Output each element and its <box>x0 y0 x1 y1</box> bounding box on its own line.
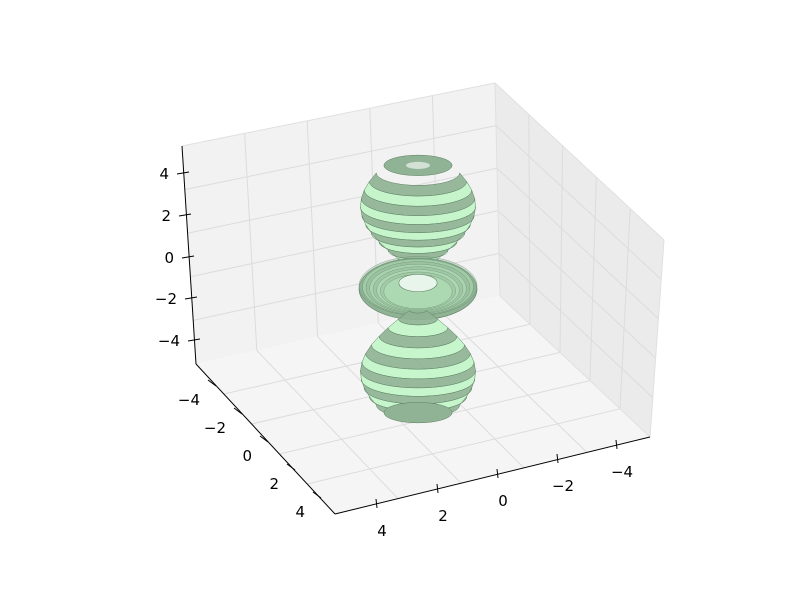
x-axis-line <box>334 436 651 515</box>
grid-line <box>187 167 498 234</box>
torus-hole <box>398 274 438 292</box>
x-tick-mark <box>496 468 499 479</box>
z-tick-label: −2 <box>155 290 177 308</box>
y-tick-mark <box>233 407 243 415</box>
x-tick-mark <box>436 483 439 494</box>
axis-lines <box>181 145 651 515</box>
z-tick-label: 4 <box>159 165 169 183</box>
side-pane <box>495 83 664 437</box>
grid-line <box>496 167 659 320</box>
pane-edge <box>649 239 665 438</box>
y-tick-label: 4 <box>295 503 305 521</box>
surface-plot <box>358 154 478 424</box>
grid-line <box>184 125 497 191</box>
lower-lobe-cap <box>383 402 453 424</box>
pane-edge <box>499 295 651 438</box>
grid-line <box>497 210 656 359</box>
y-tick-label: −4 <box>178 391 200 409</box>
grid-line <box>438 309 588 453</box>
pane-edge <box>181 82 496 147</box>
z-tick-label: 0 <box>164 249 174 267</box>
grid-line <box>559 145 564 353</box>
grid-line <box>256 350 399 499</box>
z-tick-mark <box>176 171 190 175</box>
grid-line <box>244 133 258 351</box>
x-tick-label: 4 <box>377 522 387 540</box>
z-tick-label: 2 <box>161 207 171 225</box>
grid-line <box>306 120 319 337</box>
x-tick-mark <box>375 498 378 509</box>
y-tick-mark <box>259 435 269 443</box>
z-tick-mark <box>181 255 195 259</box>
x-tick-label: −2 <box>552 477 574 495</box>
x-tick-mark <box>615 439 618 450</box>
y-tick-label: −2 <box>204 419 226 437</box>
x-tick-mark <box>556 453 559 464</box>
z-tick-mark <box>178 213 192 217</box>
pane-edge <box>494 82 501 297</box>
x-tick-label: 2 <box>438 507 448 525</box>
y-tick-mark <box>286 463 296 471</box>
y-tick-label: 2 <box>269 475 279 493</box>
x-tick-label: 0 <box>498 492 508 510</box>
z-tick-mark <box>187 338 201 342</box>
grid-line <box>498 253 654 398</box>
y-tick-mark <box>312 491 322 499</box>
torus <box>358 256 478 320</box>
grid-line <box>307 408 621 485</box>
x-tick-label: −4 <box>611 463 633 481</box>
grid-line <box>589 177 597 381</box>
z-tick-label: −4 <box>158 332 180 350</box>
pane-edge <box>494 82 665 241</box>
z-tick-mark <box>184 296 198 300</box>
y-tick-mark <box>207 379 217 387</box>
grid-line <box>619 208 631 409</box>
upper-lobe-hole <box>406 161 430 169</box>
y-tick-label: 0 <box>242 447 252 465</box>
y-axis-line <box>195 363 336 515</box>
grid-line <box>495 125 662 280</box>
grid-line <box>528 114 531 325</box>
z-axis-line <box>181 145 197 365</box>
